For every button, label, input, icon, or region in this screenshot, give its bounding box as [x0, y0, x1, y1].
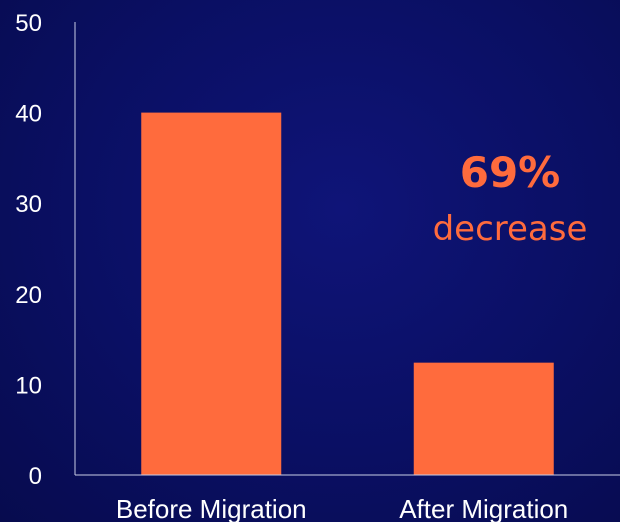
y-axis-ticks: 0 10 20 30 40 50 [15, 10, 42, 490]
x-category-label: Before Migration [116, 494, 307, 522]
x-axis-labels: Before Migration After Migration [116, 494, 568, 522]
annotation-text: decrease [433, 209, 588, 249]
bar-after-migration [413, 362, 554, 475]
y-tick-label: 20 [15, 282, 42, 309]
y-tick-label: 0 [29, 463, 42, 490]
y-tick-label: 50 [15, 10, 42, 37]
bar-before-migration [141, 112, 282, 475]
annotation: 69% decrease [433, 148, 588, 249]
y-tick-label: 10 [15, 372, 42, 399]
y-tick-label: 40 [15, 101, 42, 128]
bars [141, 112, 554, 475]
x-category-label: After Migration [399, 494, 568, 522]
annotation-value: 69% [460, 148, 561, 197]
y-tick-label: 30 [15, 191, 42, 218]
